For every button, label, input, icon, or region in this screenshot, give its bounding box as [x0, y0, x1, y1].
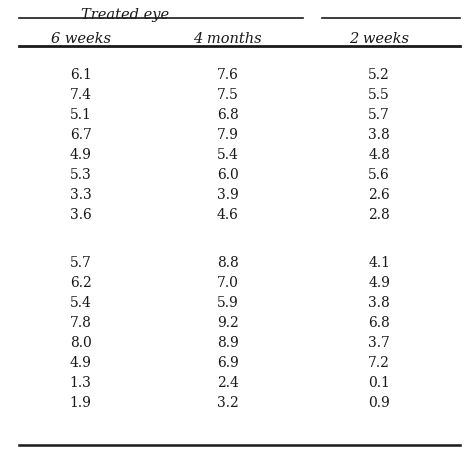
Text: 2.6: 2.6	[368, 188, 390, 202]
Text: 5.2: 5.2	[368, 68, 390, 82]
Text: 9.2: 9.2	[217, 316, 238, 330]
Text: 5.3: 5.3	[70, 168, 91, 182]
Text: 7.4: 7.4	[70, 88, 91, 102]
Text: 4.6: 4.6	[217, 208, 238, 222]
Text: 6 weeks: 6 weeks	[51, 32, 110, 46]
Text: 5.7: 5.7	[70, 256, 91, 270]
Text: 6.7: 6.7	[70, 128, 91, 142]
Text: 2.8: 2.8	[368, 208, 390, 222]
Text: 7.6: 7.6	[217, 68, 238, 82]
Text: 8.0: 8.0	[70, 336, 91, 350]
Text: 8.9: 8.9	[217, 336, 238, 350]
Text: 1.3: 1.3	[70, 376, 91, 390]
Text: 4 months: 4 months	[193, 32, 262, 46]
Text: 5.7: 5.7	[368, 108, 390, 122]
Text: 3.8: 3.8	[368, 296, 390, 310]
Text: 7.9: 7.9	[217, 128, 238, 142]
Text: 4.9: 4.9	[368, 276, 390, 290]
Text: 5.5: 5.5	[368, 88, 390, 102]
Text: 3.3: 3.3	[70, 188, 91, 202]
Text: 4.8: 4.8	[368, 148, 390, 162]
Text: 4.1: 4.1	[368, 256, 390, 270]
Text: 7.0: 7.0	[217, 276, 238, 290]
Text: 5.1: 5.1	[70, 108, 91, 122]
Text: 7.2: 7.2	[368, 356, 390, 370]
Text: 8.8: 8.8	[217, 256, 238, 270]
Text: 6.1: 6.1	[70, 68, 91, 82]
Text: 6.8: 6.8	[368, 316, 390, 330]
Text: 3.7: 3.7	[368, 336, 390, 350]
Text: 6.9: 6.9	[217, 356, 238, 370]
Text: 5.4: 5.4	[70, 296, 91, 310]
Text: 3.2: 3.2	[217, 396, 238, 410]
Text: 0.1: 0.1	[368, 376, 390, 390]
Text: 5.6: 5.6	[368, 168, 390, 182]
Text: 5.9: 5.9	[217, 296, 238, 310]
Text: Treated eye: Treated eye	[81, 8, 169, 22]
Text: 3.6: 3.6	[70, 208, 91, 222]
Text: 2 weeks: 2 weeks	[349, 32, 409, 46]
Text: 4.9: 4.9	[70, 356, 91, 370]
Text: 7.5: 7.5	[217, 88, 238, 102]
Text: 5.4: 5.4	[217, 148, 238, 162]
Text: 4.9: 4.9	[70, 148, 91, 162]
Text: 6.8: 6.8	[217, 108, 238, 122]
Text: 6.2: 6.2	[70, 276, 91, 290]
Text: 7.8: 7.8	[70, 316, 91, 330]
Text: 6.0: 6.0	[217, 168, 238, 182]
Text: 3.9: 3.9	[217, 188, 238, 202]
Text: 2.4: 2.4	[217, 376, 238, 390]
Text: 0.9: 0.9	[368, 396, 390, 410]
Text: 1.9: 1.9	[70, 396, 91, 410]
Text: 3.8: 3.8	[368, 128, 390, 142]
